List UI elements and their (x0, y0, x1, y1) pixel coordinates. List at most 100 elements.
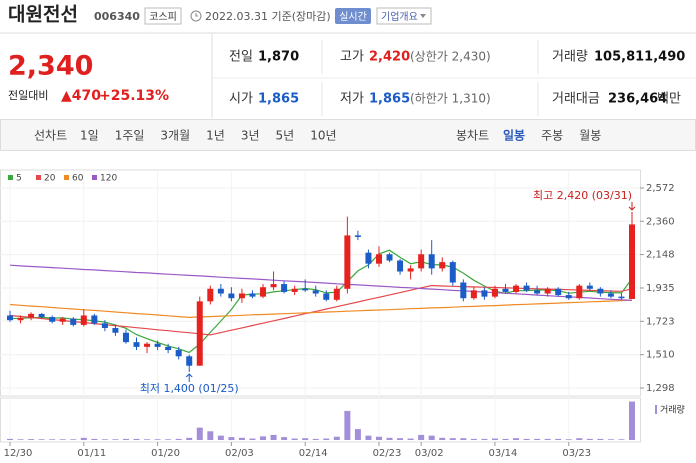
stat-value: 1,865 (369, 92, 410, 107)
clock-icon (190, 10, 202, 22)
x-tick-label: 01/11 (77, 448, 106, 459)
volume-bar (333, 436, 340, 440)
company-info[interactable]: 기업개요 (381, 10, 418, 23)
volume-bar (491, 438, 498, 440)
volume-legend-swatch (655, 405, 657, 414)
volume-bar (112, 439, 119, 440)
legend-label: 20 (44, 174, 56, 184)
volume-bar (397, 438, 404, 440)
candle-body (491, 288, 498, 297)
realtime-badge[interactable] (335, 8, 371, 24)
period-tab[interactable]: 5년 (276, 129, 295, 143)
volume-bar (175, 438, 182, 440)
candle-body (470, 290, 477, 299)
candle-body (260, 287, 267, 297)
realtime[interactable]: 실시간 (339, 11, 367, 23)
candle-body (397, 260, 404, 272)
change-label: 전일대비 (8, 88, 48, 102)
x-tick-label: 03/02 (415, 448, 444, 459)
volume-bar (186, 437, 193, 440)
candle-body (449, 262, 456, 283)
volume-legend: 거래량 (660, 404, 685, 416)
candle-body (80, 315, 87, 325)
stat-label: 저가 (340, 92, 364, 107)
candle-body (70, 318, 77, 325)
stat-value: 105,811,490 (594, 50, 685, 65)
volume-bar (165, 439, 172, 440)
volume-bar (354, 429, 361, 440)
volume-bar (228, 437, 235, 440)
candle-body (597, 288, 604, 294)
period-tab[interactable]: 3년 (241, 129, 260, 143)
stat-value: 1,865 (258, 92, 299, 107)
candle-body (281, 284, 288, 292)
x-tick-label: 03/23 (562, 448, 591, 459)
stat-label: 시가 (229, 92, 253, 107)
volume-bar (375, 436, 382, 440)
candle-body (534, 290, 541, 294)
y-tick-label: 2,360 (646, 216, 675, 227)
volume-bar (122, 438, 129, 440)
candle-body (544, 288, 551, 294)
candle-tab[interactable]: 일봉 (503, 129, 525, 143)
tab-heading: 봉차트 (456, 129, 489, 143)
volume-bar (70, 439, 77, 440)
tab-heading: 선차트 (34, 129, 67, 143)
volume-bar (344, 410, 351, 440)
candle-body (302, 288, 309, 291)
x-tick-label: 02/23 (373, 448, 402, 459)
volume-bar (544, 438, 551, 440)
period-tab[interactable]: 3개월 (160, 129, 190, 143)
stat-value: 1,870 (258, 50, 299, 65)
candle-body (249, 293, 256, 297)
x-tick-label: 02/03 (225, 448, 254, 459)
y-tick-label: 1,510 (646, 350, 675, 361)
volume-bar (555, 438, 562, 440)
info-button[interactable] (376, 7, 432, 25)
candle-body (28, 313, 35, 318)
volume-bar (428, 435, 435, 440)
ma-line (9, 249, 633, 354)
candle-body (186, 356, 193, 366)
candle-body (49, 317, 56, 322)
period-tab[interactable]: 10년 (310, 129, 336, 143)
period-tab[interactable]: 1주일 (115, 129, 145, 143)
candle-body (228, 293, 235, 299)
y-tick-label: 1,298 (646, 383, 675, 394)
volume-bar (249, 438, 256, 440)
candle-body (59, 318, 66, 322)
candle-body (333, 288, 340, 300)
candle-body (238, 293, 245, 299)
candle-body (586, 285, 593, 289)
candle-body (375, 254, 382, 264)
period-tab[interactable]: 1년 (206, 129, 225, 143)
y-tick-label: 2,572 (646, 183, 675, 194)
volume-bar (439, 437, 446, 440)
x-tick-label: 02/14 (299, 448, 328, 459)
candle-tab[interactable]: 월봉 (579, 129, 601, 143)
candle-body (565, 295, 572, 299)
stat-label: 거래대금 (552, 92, 600, 107)
volume-bar (207, 431, 214, 440)
volume-bar (154, 439, 161, 440)
current-price: 2,340 (8, 51, 93, 82)
candle-tab[interactable]: 주봉 (541, 129, 563, 143)
candle-body (365, 252, 372, 264)
low-annotation: 최저 1,400 (01/25) (140, 382, 239, 395)
candle-body (629, 224, 635, 299)
period-tab[interactable]: 1일 (80, 129, 99, 143)
candle-body (91, 315, 98, 324)
volume-bar (523, 438, 530, 440)
candle-body (323, 293, 330, 300)
candle-body (354, 235, 361, 237)
stat-note: (상한가 2,430) (410, 50, 491, 64)
candle-body (439, 262, 446, 269)
y-tick-label: 1,723 (646, 316, 675, 327)
candle-body (312, 290, 319, 294)
high-arrow (628, 201, 636, 211)
candle-body (144, 343, 151, 347)
volume-bar (323, 438, 330, 440)
volume-bar (470, 438, 477, 440)
tab-bar (0, 119, 696, 151)
stat-note: (하한가 1,310) (410, 92, 491, 106)
